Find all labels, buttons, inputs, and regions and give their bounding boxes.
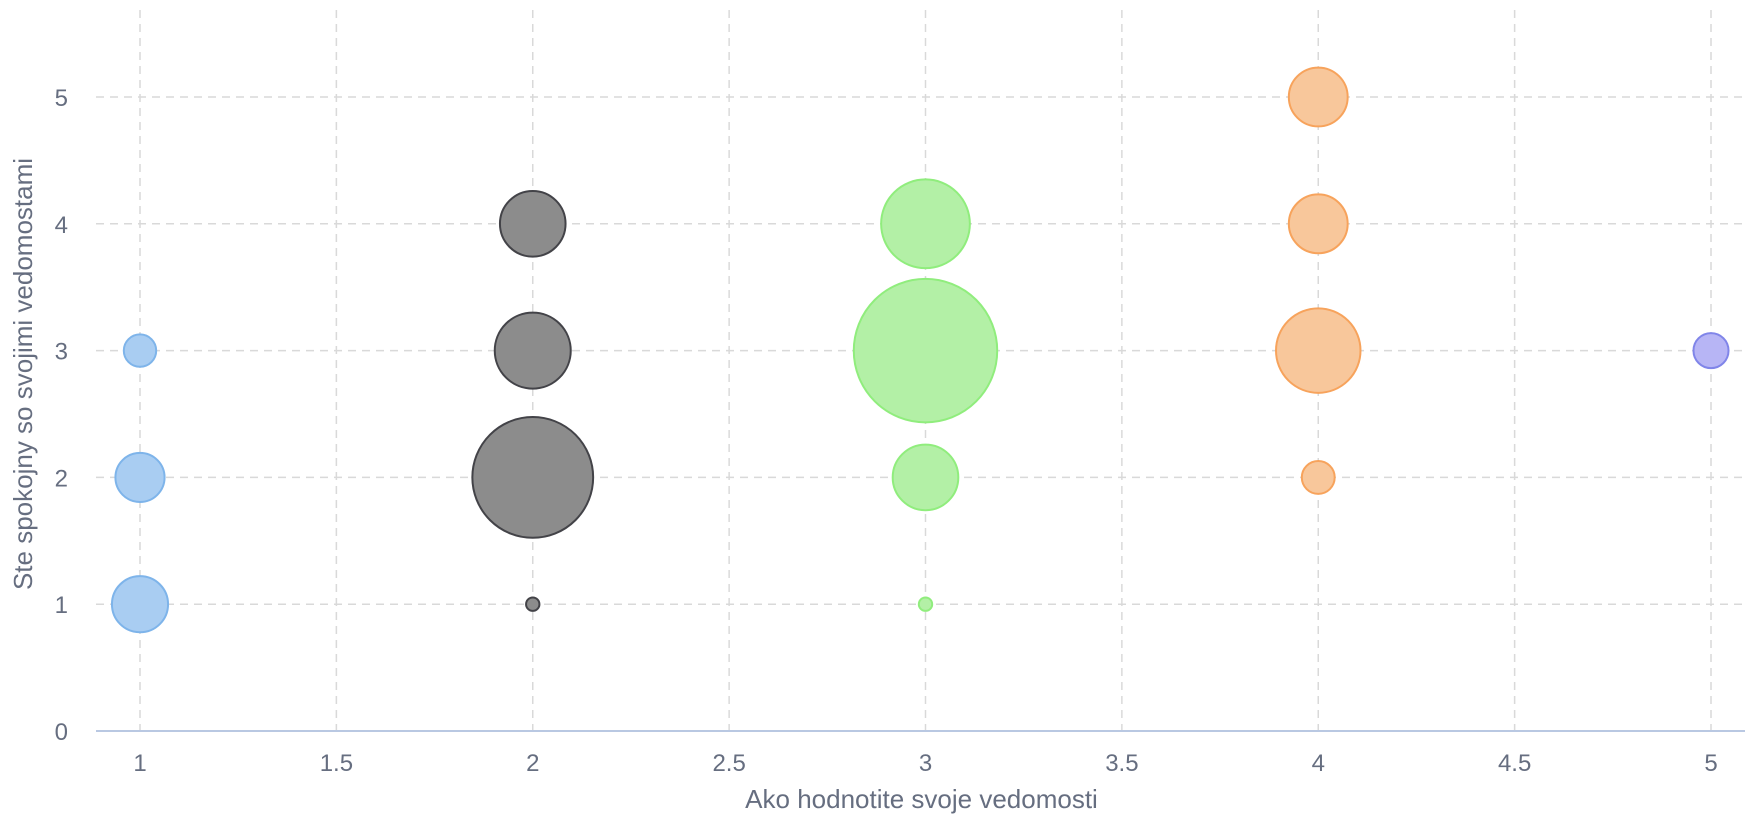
bubble-series-4 <box>1300 459 1336 495</box>
x-tick-label: 4 <box>1312 750 1325 777</box>
x-tick-labels: 1 1.5 2 2.5 3 3.5 4 4.5 5 <box>133 750 1717 777</box>
bubble-series-3 <box>917 596 934 612</box>
bubble-series-4 <box>1275 307 1362 394</box>
bubble-series-2 <box>471 416 595 539</box>
x-tick-label: 4.5 <box>1498 750 1531 777</box>
bubble-series-1 <box>110 575 170 634</box>
bubble-series-1 <box>122 333 158 368</box>
y-tick-label: 2 <box>55 465 68 492</box>
bubble-series-3 <box>891 443 960 512</box>
bubble-series-3 <box>880 178 971 270</box>
x-tick-label: 2 <box>526 750 539 777</box>
y-tick-label: 4 <box>55 212 68 239</box>
y-tick-label: 3 <box>55 339 68 366</box>
y-tick-label: 5 <box>55 85 68 112</box>
y-gridlines <box>96 96 1745 605</box>
bubble-series-2 <box>525 596 541 612</box>
bubble-series-4 <box>1287 66 1349 128</box>
x-tick-label: 2.5 <box>712 750 745 777</box>
bubble-series-3 <box>852 277 999 424</box>
x-axis-title: Ako hodnotite svoje vedomosti <box>745 784 1098 814</box>
x-tick-label: 1.5 <box>320 750 353 777</box>
bubble-series-4 <box>1287 193 1349 255</box>
bubble-series-2 <box>493 311 572 390</box>
x-tick-label: 3 <box>919 750 932 777</box>
x-tick-label: 5 <box>1704 750 1717 777</box>
bubbles <box>110 66 1730 634</box>
y-tick-labels: 0 1 2 3 4 5 <box>55 85 68 746</box>
bubble-series-5 <box>1692 332 1730 370</box>
bubble-series-1 <box>114 451 166 503</box>
y-tick-label: 0 <box>55 719 68 746</box>
x-tick-label: 1 <box>133 750 146 777</box>
y-tick-label: 1 <box>55 592 68 619</box>
bubble-series-2 <box>498 189 567 258</box>
x-tick-label: 3.5 <box>1105 750 1138 777</box>
y-axis-title: Ste spokojny so svojimi vedomostami <box>8 158 38 590</box>
